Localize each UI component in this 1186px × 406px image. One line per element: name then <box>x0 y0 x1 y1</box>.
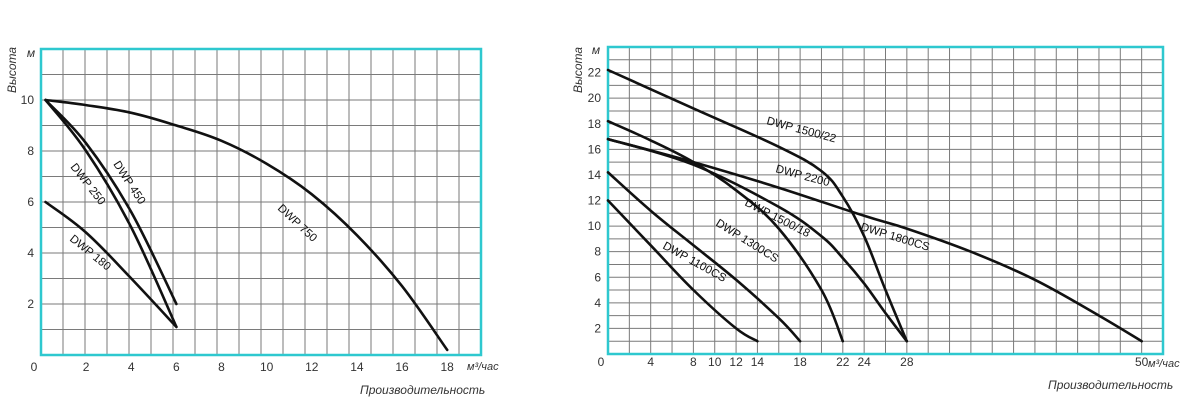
x-tick-label: 4 <box>647 355 654 369</box>
left-y-axis-label: Высота <box>5 47 19 93</box>
curve-dwp-1500-22 <box>606 68 909 343</box>
left-chart: 0 2 4 6 8 10 12 14 16 18 2 4 6 8 10 м Высота м³/час П… <box>5 46 499 397</box>
y-tick-label: 10 <box>588 219 602 233</box>
right-chart-curves <box>606 68 1143 343</box>
y-tick-label: 2 <box>27 297 34 311</box>
left-x-unit: м³/час <box>467 361 499 373</box>
y-tick-label: 6 <box>594 270 601 284</box>
left-chart-curves <box>44 98 449 352</box>
x-tick-label: 10 <box>260 360 274 374</box>
x-tick-label: 2 <box>83 360 90 374</box>
series-label-dwp-2200: DWP 2200 <box>774 163 831 189</box>
series-label-dwp-1500-18: DWP 1500/18 <box>743 197 812 240</box>
y-tick-label: 2 <box>594 321 601 335</box>
x-tick-label: 10 <box>708 355 722 369</box>
left-x-axis-label: Производительность <box>360 383 485 397</box>
right-chart-grid <box>608 47 1163 354</box>
right-y-axis-label: Высота <box>571 47 585 93</box>
y-tick-label: 22 <box>588 66 602 80</box>
left-y-unit: м <box>27 46 35 60</box>
x-tick-label: 28 <box>900 355 914 369</box>
y-tick-label: 10 <box>21 93 35 107</box>
x-tick-label: 0 <box>598 355 605 369</box>
series-label-dwp-750: DWP 750 <box>275 202 319 244</box>
x-tick-label: 8 <box>218 360 225 374</box>
series-label-dwp-1500-22: DWP 1500/22 <box>765 115 837 145</box>
y-tick-label: 12 <box>588 194 602 208</box>
right-y-unit: м <box>592 43 600 57</box>
curve-dwp-750 <box>44 98 449 352</box>
curve-dwp-1300cs <box>606 171 802 343</box>
right-x-axis-label: Производительность <box>1048 378 1173 392</box>
curve-dwp-180 <box>44 200 178 329</box>
curve-dwp-2200 <box>606 137 1143 343</box>
x-tick-label: 24 <box>857 355 871 369</box>
y-tick-label: 18 <box>588 117 602 131</box>
x-tick-label: 12 <box>729 355 743 369</box>
curve-dwp-250 <box>44 98 178 329</box>
curve-dwp-1800cs <box>606 137 909 343</box>
x-tick-label: 50 <box>1135 355 1149 369</box>
y-tick-label: 20 <box>588 91 602 105</box>
x-tick-label: 12 <box>305 360 319 374</box>
x-tick-label: 4 <box>128 360 135 374</box>
y-tick-label: 16 <box>588 142 602 156</box>
right-chart-y-ticks: 2 4 6 8 10 12 14 16 18 20 22 <box>588 66 602 336</box>
curve-dwp-1500-18 <box>606 119 845 343</box>
y-tick-label: 6 <box>27 195 34 209</box>
x-tick-label: 8 <box>690 355 697 369</box>
x-tick-label: 14 <box>350 360 364 374</box>
x-tick-label: 14 <box>751 355 765 369</box>
y-tick-label: 4 <box>594 296 601 310</box>
y-tick-label: 14 <box>588 168 602 182</box>
curve-dwp-1100cs <box>606 199 759 343</box>
y-tick-label: 8 <box>27 144 34 158</box>
x-tick-label: 0 <box>31 360 38 374</box>
x-tick-label: 18 <box>793 355 807 369</box>
right-x-unit: м³/час <box>1148 358 1180 370</box>
left-chart-y-ticks: 2 4 6 8 10 <box>21 93 35 311</box>
x-tick-label: 22 <box>836 355 850 369</box>
right-chart-x-ticks: 0 4 8 10 12 14 18 22 24 28 50 <box>598 355 1149 369</box>
curve-dwp-450 <box>44 98 178 306</box>
series-label-dwp-250: DWP 250 <box>68 161 108 207</box>
left-chart-x-ticks: 0 2 4 6 8 10 12 14 16 18 <box>31 360 454 374</box>
x-tick-label: 6 <box>173 360 180 374</box>
left-chart-grid <box>41 49 481 355</box>
series-label-dwp-1300cs: DWP 1300CS <box>713 217 780 265</box>
x-tick-label: 16 <box>395 360 409 374</box>
y-tick-label: 4 <box>27 246 34 260</box>
y-tick-label: 8 <box>594 245 601 259</box>
left-chart-frame <box>39 47 483 357</box>
x-tick-label: 18 <box>440 360 454 374</box>
